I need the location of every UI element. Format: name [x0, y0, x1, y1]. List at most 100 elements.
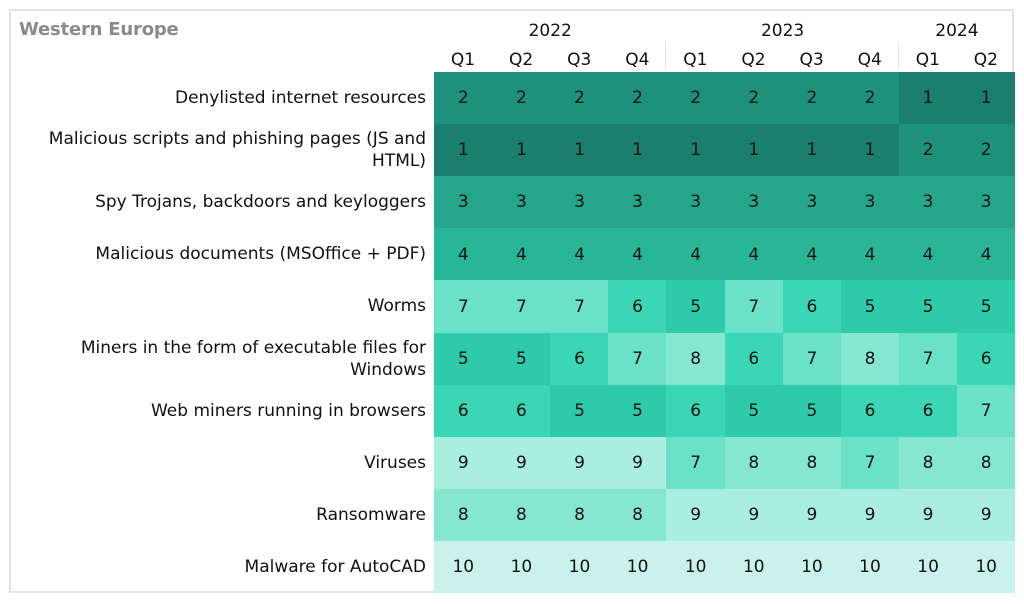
heatmap-cell: 6 [492, 384, 551, 438]
heatmap-cell: 10 [840, 540, 900, 594]
heatmap-cell: 2 [898, 124, 958, 177]
heatmap-cell: 9 [608, 436, 667, 490]
heatmap-cell: 1 [608, 124, 667, 177]
heatmap-cell: 7 [666, 436, 725, 490]
quarter-header: Q3 [799, 50, 824, 70]
year-header-2022: 2022 [528, 21, 572, 41]
heatmap-cell: 6 [782, 280, 842, 333]
heatmap-cell: 10 [434, 540, 493, 594]
heatmap-cell: 9 [898, 488, 958, 542]
heatmap-cell: 10 [782, 540, 842, 594]
heatmap-cell: 3 [666, 176, 725, 229]
heatmap-cell: 6 [666, 384, 725, 438]
heatmap-cell: 9 [550, 436, 609, 490]
heatmap-cell: 5 [724, 384, 784, 438]
row-label: Web miners running in browsers [150, 400, 426, 421]
heatmap-cell: 6 [434, 384, 493, 438]
heatmap-cell: 8 [840, 332, 900, 386]
heatmap-cell: 1 [492, 124, 551, 177]
heatmap-cell: 2 [608, 72, 667, 125]
heatmap-cell: 1 [898, 72, 958, 125]
heatmap-cell: 4 [434, 228, 493, 281]
quarter-header: Q1 [915, 50, 940, 70]
heatmap-cell: 10 [898, 540, 958, 594]
heatmap-cell: 7 [898, 332, 958, 386]
row-label: Malicious scripts and phishing pages (JS… [48, 129, 426, 172]
heatmap-cell: 3 [956, 176, 1016, 229]
heatmap-cell: 2 [782, 72, 842, 125]
year-separator [897, 42, 899, 69]
heatmap-cell: 3 [608, 176, 667, 229]
heatmap-cell: 10 [492, 540, 551, 594]
row-label: Ransomware [316, 504, 426, 525]
row-label: Miners in the form of executable files f… [80, 337, 426, 380]
year-header-2024: 2024 [935, 21, 979, 41]
quarter-header: Q4 [857, 50, 882, 70]
heatmap-cell: 7 [782, 332, 842, 386]
heatmap-cell: 5 [782, 384, 842, 438]
heatmap-cell: 1 [724, 124, 784, 177]
heatmap-cell: 10 [550, 540, 609, 594]
heatmap-cell: 8 [782, 436, 842, 490]
heatmap-cell: 5 [956, 280, 1016, 333]
heatmap-cell: 6 [550, 332, 609, 386]
heatmap-cell: 2 [550, 72, 609, 125]
heatmap-cell: 5 [666, 280, 725, 333]
quarter-header: Q1 [450, 50, 476, 70]
heatmap-cell: 3 [898, 176, 958, 229]
heatmap-cell: 6 [840, 384, 900, 438]
heatmap-cell: 8 [666, 332, 725, 386]
heatmap-cell: 1 [666, 124, 725, 177]
heatmap-cell: 4 [724, 228, 784, 281]
heatmap-cell: 6 [724, 332, 784, 386]
heatmap-cell: 7 [434, 280, 493, 333]
heatmap-cell: 8 [434, 488, 493, 542]
row-label: Denylisted internet resources [174, 88, 426, 109]
heatmap-cell: 7 [724, 280, 784, 333]
heatmap-cell: 2 [492, 72, 551, 125]
heatmap-cell: 5 [434, 332, 493, 386]
heatmap-cell: 3 [492, 176, 551, 229]
heatmap-cell: 4 [492, 228, 551, 281]
heatmap-cell: 7 [608, 332, 667, 386]
heatmap-cell: 3 [550, 176, 609, 229]
heatmap-cell: 10 [956, 540, 1016, 594]
quarter-header: Q2 [741, 50, 766, 70]
heatmap-cell: 2 [434, 72, 493, 125]
heatmap-cell: 4 [550, 228, 609, 281]
heatmap-cell: 1 [956, 72, 1016, 125]
quarter-header: Q3 [567, 50, 592, 70]
heatmap-cell: 2 [956, 124, 1016, 177]
heatmap-cell: 8 [550, 488, 609, 542]
heatmap-cell: 10 [666, 540, 725, 594]
heatmap-cell: 1 [782, 124, 842, 177]
heatmap-cell: 3 [782, 176, 842, 229]
heatmap-cell: 9 [956, 488, 1016, 542]
heatmap-cell: 2 [840, 72, 900, 125]
heatmap-cell: 1 [550, 124, 609, 177]
heatmap-cell: 3 [840, 176, 900, 229]
quarter-header: Q2 [973, 50, 998, 70]
row-label: Malware for AutoCAD [244, 556, 426, 577]
heatmap-cell: 9 [434, 436, 493, 490]
heatmap-cell: 8 [724, 436, 784, 490]
heatmap-cell: 1 [840, 124, 900, 177]
heatmap-cell: 4 [840, 228, 900, 281]
quarter-header: Q2 [508, 50, 534, 70]
heatmap-cell: 9 [782, 488, 842, 542]
row-label: Worms [367, 296, 426, 317]
heatmap-cell: 8 [608, 488, 667, 542]
quarter-header: Q1 [683, 50, 708, 70]
row-label: Viruses [364, 452, 426, 473]
heatmap-cell: 5 [840, 280, 900, 333]
heatmap-cell: 9 [666, 488, 725, 542]
heatmap-cell: 4 [608, 228, 667, 281]
heatmap-cell: 3 [434, 176, 493, 229]
year-header-2023: 2023 [760, 21, 805, 41]
heatmap-cell: 7 [492, 280, 551, 333]
heatmap-cell: 5 [608, 384, 667, 438]
heatmap-cell: 8 [492, 488, 551, 542]
heatmap-cell: 10 [608, 540, 667, 594]
heatmap-cell: 3 [724, 176, 784, 229]
heatmap-cell: 7 [550, 280, 609, 333]
